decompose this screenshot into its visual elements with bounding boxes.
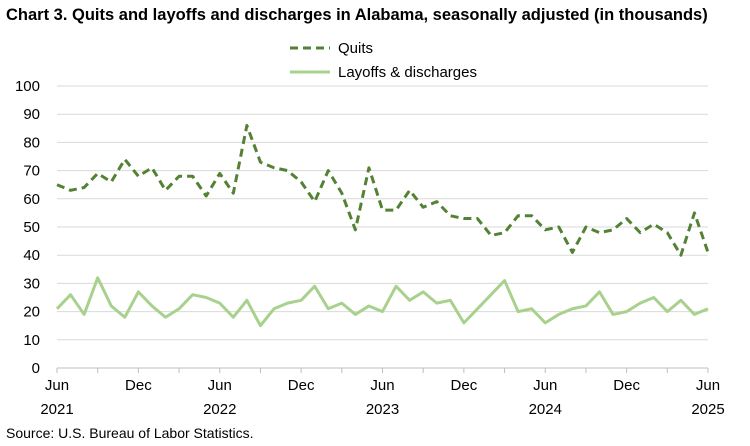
y-tick-label: 80 [23, 134, 40, 151]
x-tick-label: Jun [370, 377, 394, 394]
x-tick-year-label: 2024 [529, 401, 562, 418]
y-tick-label: 50 [23, 219, 40, 236]
y-tick-label: 70 [23, 163, 40, 180]
legend: Quits Layoffs & discharges [290, 40, 477, 81]
x-tick-label: Jun [696, 377, 720, 394]
x-tick-label: Dec [288, 377, 315, 394]
x-tick-label: Jun [533, 377, 557, 394]
x-tick-label: Jun [45, 377, 69, 394]
x-tick-label: Dec [613, 377, 640, 394]
y-tick-label: 30 [23, 275, 40, 292]
source-note: Source: U.S. Bureau of Labor Statistics. [6, 425, 254, 441]
legend-label: Quits [338, 40, 373, 57]
series-lines [55, 123, 710, 328]
x-tick-year-label: 2023 [366, 401, 399, 418]
series-line-layoffs-discharges [55, 276, 709, 328]
y-tick-label: 90 [23, 106, 40, 123]
chart-title: Chart 3. Quits and layoffs and discharge… [6, 6, 708, 24]
x-tick-label: Dec [125, 377, 152, 394]
legend-label: Layoffs & discharges [338, 64, 477, 81]
x-tick-label: Jun [208, 377, 232, 394]
gridlines [57, 85, 708, 341]
y-tick-label: 60 [23, 191, 40, 208]
y-tick-label: 20 [23, 304, 40, 321]
y-tick-label: 0 [32, 360, 40, 377]
y-tick-label: 40 [23, 247, 40, 264]
x-tick-label: Dec [451, 377, 478, 394]
axes: 0 10 20 30 40 50 60 70 80 90 100 Jun 2021 Dec Jun 2022 D… [15, 78, 725, 418]
y-tick-label: 100 [15, 78, 40, 95]
x-tick-year-label: 2025 [691, 401, 724, 418]
y-tick-label: 10 [23, 332, 40, 349]
x-tick-year-label: 2022 [203, 401, 236, 418]
x-tick-year-label: 2021 [40, 401, 73, 418]
series-line-quits [56, 123, 710, 257]
